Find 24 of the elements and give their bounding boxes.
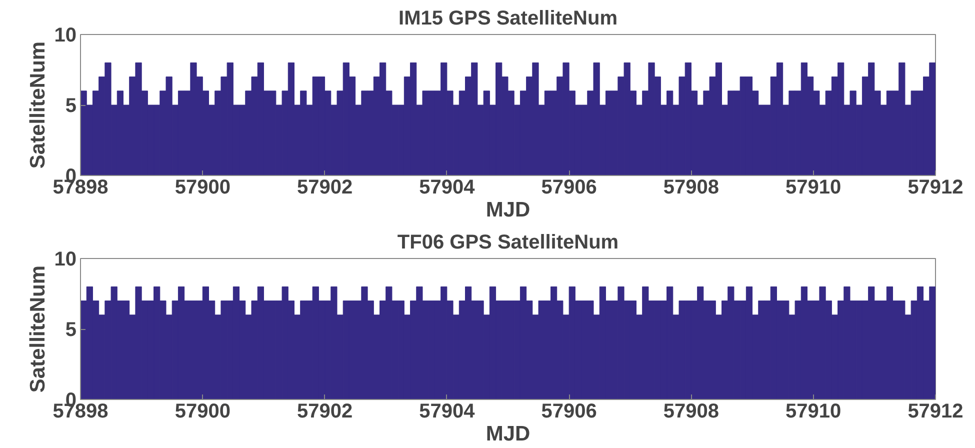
x-tick-label: 57906: [541, 176, 597, 198]
y-tick-label: 10: [54, 24, 77, 46]
x-tick-label: 57910: [786, 400, 842, 422]
x-tick-label: 57902: [296, 400, 353, 422]
y-tick-label: 10: [54, 248, 77, 270]
x-tick-label: 57912: [908, 400, 964, 422]
x-tick-label: 57906: [541, 400, 597, 422]
x-tick-label: 57900: [174, 176, 230, 198]
x-tick-label: 57910: [786, 176, 842, 198]
y-axis-title: SatelliteNum: [26, 265, 50, 393]
y-tick-label: 5: [65, 319, 76, 341]
x-tick-label: 57908: [663, 400, 720, 422]
x-axis-title: MJD: [486, 198, 530, 222]
x-axis-title: MJD: [486, 422, 530, 446]
y-tick-label: 5: [65, 95, 76, 117]
chart-title: TF06 GPS SatelliteNum: [397, 232, 619, 254]
x-tick-label: 57900: [174, 400, 230, 422]
x-tick-label: 57902: [296, 176, 353, 198]
x-tick-label: 57904: [419, 400, 476, 422]
chart-title: IM15 GPS SatelliteNum: [398, 8, 618, 30]
x-tick-label: 57908: [663, 176, 720, 198]
y-axis-title: SatelliteNum: [26, 41, 50, 169]
x-tick-label: 57912: [908, 176, 964, 198]
x-tick-label: 57904: [419, 176, 476, 198]
